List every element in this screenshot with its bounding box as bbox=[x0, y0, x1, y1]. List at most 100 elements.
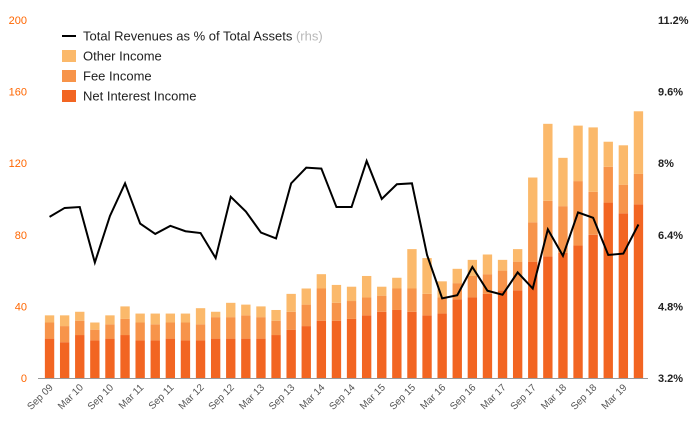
bar-segment-fee-income bbox=[316, 288, 327, 321]
bar-segment-net-interest-income bbox=[377, 311, 387, 378]
bar-segment-net-interest-income bbox=[331, 320, 342, 378]
x-tick-label: Sep 11 bbox=[147, 382, 177, 412]
x-tick-label: Sep 14 bbox=[327, 382, 357, 412]
x-tick-label: Mar 11 bbox=[117, 382, 147, 412]
bar-segment-fee-income bbox=[271, 320, 281, 336]
x-tick-label: Mar 17 bbox=[479, 382, 509, 412]
legend-label: Fee Income bbox=[83, 69, 152, 84]
y-left-tick-label: 80 bbox=[15, 230, 27, 242]
bar-segment-fee-income bbox=[377, 295, 387, 312]
bar-segment-other-income bbox=[75, 311, 85, 321]
bar-segment-other-income bbox=[165, 313, 176, 323]
y-right-tick-label: 9.6% bbox=[658, 87, 683, 99]
bar-segment-other-income bbox=[150, 313, 160, 325]
bar-segment-fee-income bbox=[437, 297, 447, 314]
bar-segment-fee-income bbox=[120, 318, 130, 336]
x-tick-label: Sep 17 bbox=[509, 382, 539, 412]
bar-segment-net-interest-income bbox=[452, 299, 462, 378]
bar-segment-net-interest-income bbox=[271, 335, 281, 378]
bar-segment-net-interest-income bbox=[180, 340, 191, 378]
x-tick-label: Sep 15 bbox=[388, 382, 418, 412]
x-tick-label: Sep 10 bbox=[86, 382, 116, 412]
x-tick-label: Mar 12 bbox=[177, 382, 207, 412]
y-left-tick-label: 160 bbox=[9, 87, 27, 99]
bar-segment-net-interest-income bbox=[633, 204, 644, 378]
bar-segment-net-interest-income bbox=[241, 338, 251, 378]
bar-segment-other-income bbox=[407, 249, 417, 289]
bar-segment-net-interest-income bbox=[422, 315, 432, 378]
bar-segment-net-interest-income bbox=[618, 213, 629, 378]
legend: Total Revenues as % of Total Assets (rhs… bbox=[62, 29, 323, 104]
bar-segment-other-income bbox=[528, 177, 538, 223]
bar-segment-other-income bbox=[226, 302, 236, 318]
bar-segment-fee-income bbox=[59, 326, 70, 343]
bar-segment-other-income bbox=[210, 311, 221, 318]
legend-label: Net Interest Income bbox=[83, 89, 196, 104]
bar-segment-fee-income bbox=[528, 222, 538, 262]
x-tick-label: Mar 16 bbox=[418, 382, 448, 412]
bar-segment-fee-income bbox=[482, 274, 493, 294]
x-tick-label: Mar 13 bbox=[237, 382, 267, 412]
bar-segment-net-interest-income bbox=[150, 340, 160, 378]
bar-segment-fee-income bbox=[407, 288, 417, 312]
bar-segment-fee-income bbox=[105, 324, 115, 339]
bar-segment-fee-income bbox=[226, 317, 236, 339]
bar-segment-net-interest-income bbox=[528, 261, 538, 378]
bars-layer bbox=[44, 111, 644, 378]
bar-segment-other-income bbox=[286, 293, 296, 312]
legend-swatch bbox=[62, 50, 76, 62]
bar-segment-net-interest-income bbox=[588, 234, 598, 378]
bar-segment-net-interest-income bbox=[361, 315, 372, 378]
bar-segment-fee-income bbox=[44, 322, 55, 339]
x-tick-label: Sep 09 bbox=[25, 382, 55, 412]
bar-segment-fee-income bbox=[165, 322, 176, 339]
bar-segment-other-income bbox=[588, 127, 598, 192]
bar-segment-other-income bbox=[271, 309, 281, 321]
bar-segment-other-income bbox=[482, 254, 493, 275]
y-left-tick-label: 120 bbox=[9, 158, 27, 170]
y-left-tick-label: 0 bbox=[21, 373, 27, 385]
bar-segment-other-income bbox=[120, 306, 130, 319]
line-layer bbox=[49, 158, 640, 300]
bar-segment-net-interest-income bbox=[286, 329, 296, 378]
x-tick-label: Sep 13 bbox=[267, 382, 297, 412]
bar-segment-other-income bbox=[195, 308, 206, 325]
bar-segment-other-income bbox=[437, 281, 447, 298]
bar-segment-fee-income bbox=[603, 166, 613, 203]
bar-segment-net-interest-income bbox=[226, 338, 236, 378]
bar-segment-fee-income bbox=[497, 270, 508, 291]
bar-segment-net-interest-income bbox=[256, 338, 266, 378]
bar-segment-fee-income bbox=[210, 317, 221, 339]
bar-segment-net-interest-income bbox=[467, 297, 478, 378]
bar-segment-net-interest-income bbox=[512, 290, 523, 378]
bar-segment-fee-income bbox=[75, 320, 85, 336]
bar-segment-fee-income bbox=[150, 324, 160, 341]
bar-segment-net-interest-income bbox=[44, 338, 55, 378]
bar-segment-net-interest-income bbox=[346, 318, 357, 378]
bar-segment-fee-income bbox=[558, 206, 568, 253]
bar-segment-net-interest-income bbox=[195, 340, 206, 378]
bar-segment-fee-income bbox=[422, 293, 432, 316]
bar-segment-other-income bbox=[422, 258, 432, 294]
bar-segment-net-interest-income bbox=[105, 338, 115, 378]
y-right-tick-label: 3.2% bbox=[658, 373, 683, 385]
x-tick-label: Mar 15 bbox=[358, 382, 388, 412]
bar-segment-other-income bbox=[377, 286, 387, 296]
bar-segment-fee-income bbox=[286, 311, 296, 330]
bar-segment-fee-income bbox=[512, 261, 523, 291]
bar-segment-net-interest-income bbox=[603, 202, 613, 378]
bar-segment-other-income bbox=[618, 145, 629, 185]
bar-segment-other-income bbox=[331, 284, 342, 303]
x-tick-label: Sep 12 bbox=[207, 382, 237, 412]
bar-segment-net-interest-income bbox=[543, 256, 553, 378]
bar-segment-other-income bbox=[44, 315, 55, 323]
bar-segment-fee-income bbox=[392, 288, 402, 310]
bar-segment-fee-income bbox=[180, 322, 191, 341]
bar-segment-fee-income bbox=[135, 322, 145, 341]
bar-segment-net-interest-income bbox=[135, 340, 145, 378]
revenue-percent-line bbox=[49, 158, 640, 300]
y-right-tick-label: 4.8% bbox=[658, 301, 683, 313]
bar-segment-fee-income bbox=[241, 315, 251, 339]
